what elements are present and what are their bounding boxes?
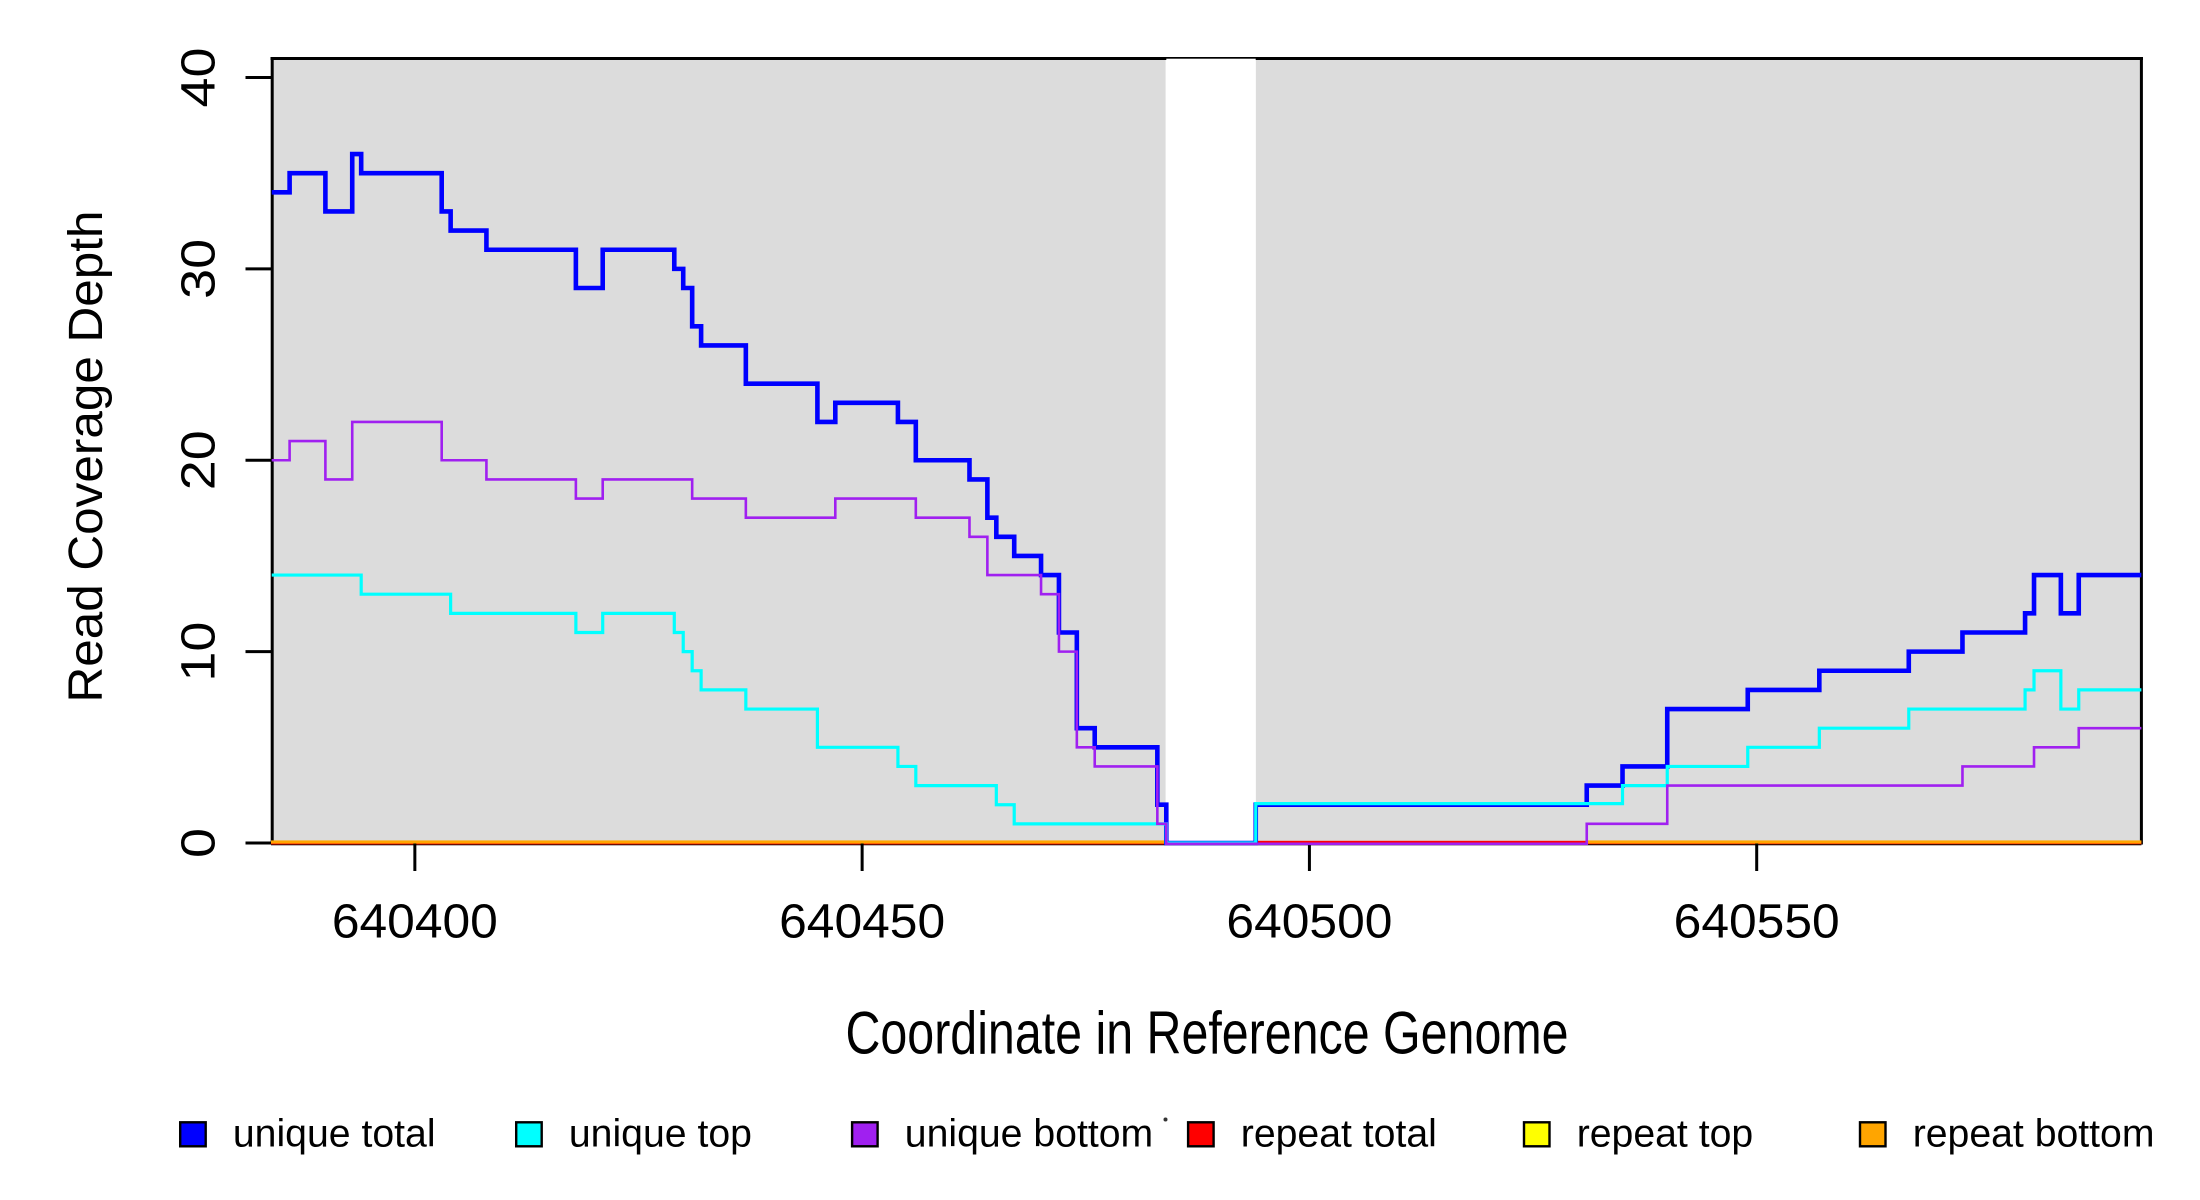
svg-text:640400: 640400 (332, 895, 498, 948)
svg-text:20: 20 (173, 430, 226, 490)
svg-text:repeat total: repeat total (1241, 1113, 1437, 1156)
svg-text:640500: 640500 (1226, 895, 1392, 948)
svg-text:unique bottom: unique bottom (905, 1113, 1153, 1156)
svg-text:Read Coverage Depth: Read Coverage Depth (60, 211, 113, 703)
svg-text:unique top: unique top (569, 1113, 752, 1156)
svg-text:repeat top: repeat top (1577, 1113, 1753, 1156)
svg-text:640550: 640550 (1674, 895, 1840, 948)
svg-text:0: 0 (173, 828, 226, 858)
svg-text:40: 40 (173, 48, 226, 108)
svg-text:10: 10 (173, 622, 226, 682)
svg-text:Coordinate in Reference Genome: Coordinate in Reference Genome (846, 1000, 1569, 1067)
svg-text:30: 30 (173, 239, 226, 299)
svg-text:repeat bottom: repeat bottom (1913, 1113, 2155, 1156)
svg-text:unique total: unique total (233, 1113, 436, 1156)
svg-text:640450: 640450 (779, 895, 945, 948)
